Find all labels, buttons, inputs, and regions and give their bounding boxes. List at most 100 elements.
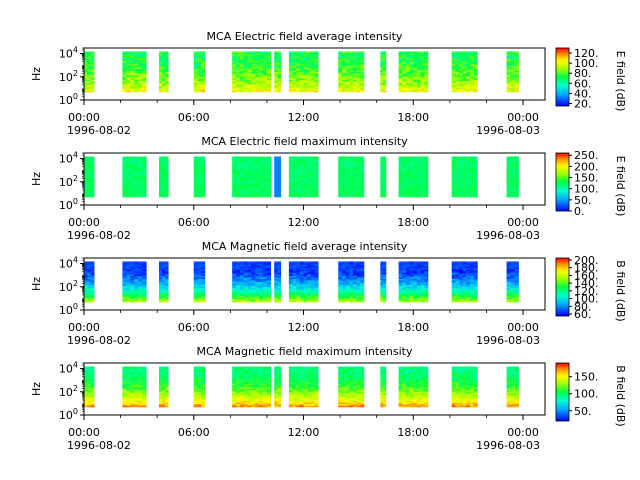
spectrogram-cell [402, 292, 407, 295]
spectrogram-cell [402, 275, 407, 278]
spectrogram-cell [90, 162, 95, 165]
spectrogram-cell [514, 84, 519, 87]
spectrogram-cell [514, 167, 519, 170]
spectrogram-cell [341, 67, 346, 69]
spectrogram-cell [130, 261, 135, 264]
spectrogram-cell [380, 264, 384, 267]
spectrogram-cell [310, 280, 315, 283]
spectrogram-cell [197, 278, 202, 281]
spectrogram-cell [466, 187, 471, 190]
spectrogram-cell [409, 275, 414, 278]
spectrogram-cell [130, 295, 135, 298]
spectrogram-cell [413, 187, 418, 190]
x-date-label: 1996-08-02 [67, 124, 131, 137]
spectrogram-cell [352, 281, 357, 284]
spectrogram-cell [398, 175, 403, 178]
spectrogram-cell [303, 161, 308, 164]
spectrogram-cell [130, 287, 135, 290]
spectrogram-cell [159, 261, 163, 264]
spectrogram-cell [341, 291, 346, 293]
spectrogram-cell [138, 267, 143, 270]
spectrogram-cell [138, 297, 143, 300]
spectrogram-cell [383, 187, 387, 190]
spectrogram-cell [360, 189, 365, 192]
spectrogram-cell [236, 60, 241, 63]
spectrogram-cell [356, 264, 361, 267]
spectrogram-cell [314, 68, 319, 71]
spectrogram-cell [338, 273, 343, 276]
spectrogram-cell [383, 82, 387, 85]
spectrogram-cell [514, 297, 519, 300]
colorbar-tick-label: 120. [574, 47, 599, 60]
spectrogram-cell [352, 263, 357, 265]
spectrogram-cell [90, 168, 95, 171]
spectrogram-cell [451, 178, 456, 181]
spectrogram-cell [87, 62, 92, 65]
spectrogram-cell [360, 85, 365, 88]
spectrogram-cell [296, 156, 301, 159]
spectrogram-cell [514, 277, 519, 279]
spectrogram-cell [122, 190, 127, 193]
spectrogram-cell [466, 287, 471, 290]
spectrogram-cell [142, 67, 147, 69]
spectrogram-cell [314, 65, 319, 68]
spectrogram-cell [380, 77, 384, 80]
spectrogram-cell [466, 182, 471, 185]
spectrogram-cell [356, 159, 361, 162]
spectrogram-cell [409, 67, 414, 69]
spectrogram-cell [84, 53, 88, 55]
spectrogram-cell [292, 176, 297, 179]
spectrogram-cell [310, 161, 315, 164]
spectrogram-cell [303, 184, 308, 187]
spectrogram-cell [262, 277, 268, 279]
spectrogram-cell [138, 73, 143, 76]
spectrogram-cell [288, 173, 293, 176]
spectrogram-cell [159, 73, 163, 76]
spectrogram-cell [383, 190, 387, 193]
spectrogram-cell [251, 298, 256, 301]
spectrogram-cell [314, 175, 319, 178]
spectrogram-cell [201, 277, 206, 279]
spectrogram-cell [247, 266, 252, 269]
spectrogram-cell [299, 59, 304, 62]
spectrogram-cell [201, 300, 206, 303]
spectrogram-cell [383, 84, 387, 87]
spectrogram-cell [247, 298, 252, 301]
spectrogram-cell [84, 388, 88, 391]
spectrogram-cell [262, 172, 268, 174]
spectrogram-cell [352, 73, 357, 76]
spectrogram-cell [197, 266, 202, 269]
spectrogram-cell [455, 267, 460, 270]
spectrogram-cell [310, 71, 315, 74]
spectrogram-cell [352, 261, 357, 264]
spectrogram-cell [90, 187, 95, 190]
spectrogram-cell [262, 298, 268, 301]
spectrogram-cell [420, 170, 425, 173]
spectrogram-cell [84, 62, 88, 65]
spectrogram-cell [514, 156, 519, 159]
spectrogram-cell [292, 292, 297, 295]
spectrogram-cell [90, 81, 95, 83]
spectrogram-cell [473, 62, 478, 65]
spectrogram-cell [352, 192, 357, 195]
spectrogram-cell [470, 57, 475, 60]
spectrogram-cell [314, 59, 319, 62]
spectrogram-cell [193, 77, 198, 80]
spectrogram-cell [303, 79, 308, 82]
spectrogram-cell [338, 286, 343, 289]
spectrogram-cell [162, 286, 166, 289]
spectrogram-cell [288, 56, 293, 59]
spectrogram-cell [405, 73, 411, 76]
spectrogram-cell [451, 295, 456, 298]
spectrogram-cell [470, 85, 475, 88]
spectrogram-cell [87, 372, 92, 375]
spectrogram-cell [462, 73, 467, 76]
spectrogram-cell [356, 193, 361, 196]
spectrogram-cell [506, 192, 511, 195]
spectrogram-cell [255, 164, 260, 167]
spectrogram-cell [239, 71, 245, 74]
spectrogram-cell [251, 172, 256, 174]
spectrogram-cell [416, 181, 421, 184]
spectrogram-cell [383, 189, 387, 192]
spectrogram-cell [201, 179, 206, 182]
